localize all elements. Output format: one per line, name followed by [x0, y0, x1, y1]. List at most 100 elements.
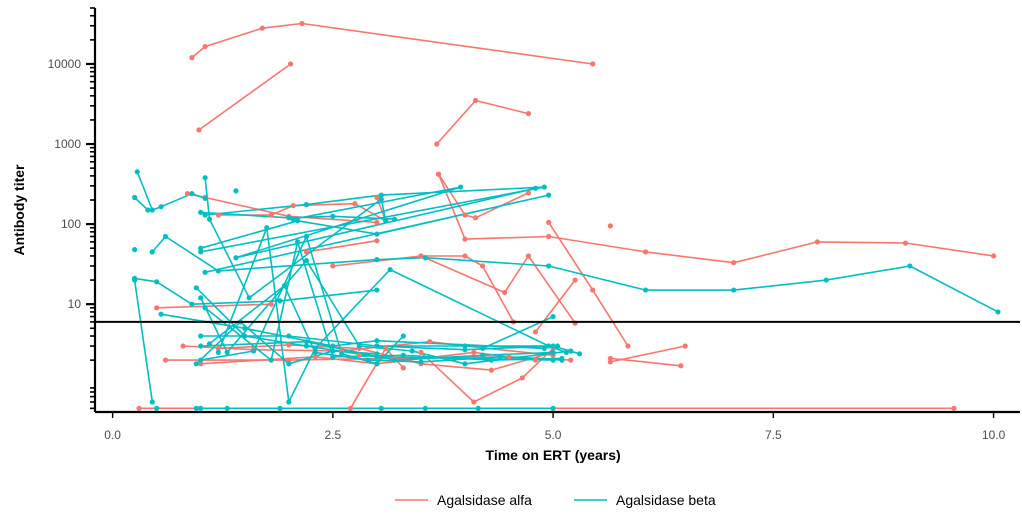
data-point-beta	[312, 349, 318, 355]
data-point-beta	[295, 239, 301, 245]
data-point-alfa	[682, 343, 688, 349]
data-point-beta	[286, 399, 292, 405]
data-point-beta	[995, 309, 1001, 315]
data-point-beta	[189, 191, 195, 197]
data-point-beta	[554, 343, 561, 349]
data-point-beta	[193, 405, 199, 411]
data-point-beta	[198, 209, 204, 215]
data-point-beta	[198, 245, 204, 251]
data-point-alfa	[462, 212, 468, 218]
series-line-alfa	[534, 279, 576, 333]
data-point-beta	[233, 188, 239, 194]
data-point-beta	[303, 233, 310, 240]
data-point-beta	[374, 257, 380, 263]
data-point-beta	[154, 279, 160, 285]
data-point-alfa	[400, 365, 406, 371]
data-point-beta	[154, 405, 160, 411]
data-point-beta	[457, 184, 464, 190]
data-point-beta	[134, 169, 140, 175]
y-tick-label: 100	[61, 217, 81, 231]
data-point-alfa	[259, 25, 265, 31]
data-point-beta	[312, 345, 318, 352]
data-point-beta	[202, 305, 208, 311]
data-point-alfa	[472, 215, 479, 221]
x-tick-label: 2.5	[325, 428, 342, 442]
data-point-beta	[158, 204, 164, 210]
data-point-beta	[264, 225, 270, 231]
data-point-alfa	[462, 236, 468, 242]
data-point-alfa	[590, 287, 596, 293]
data-point-beta	[480, 345, 486, 352]
data-point-alfa	[198, 361, 204, 367]
data-point-alfa	[299, 20, 305, 27]
series-line-beta	[133, 279, 154, 403]
data-point-beta	[246, 295, 252, 301]
data-point-beta	[202, 175, 208, 181]
data-point-beta	[224, 349, 230, 355]
data-point-alfa	[374, 194, 380, 201]
data-point-beta	[330, 348, 336, 354]
data-point-beta	[497, 354, 503, 360]
data-point-beta	[391, 216, 398, 222]
data-point-alfa	[568, 357, 574, 363]
data-point-alfa	[814, 239, 820, 245]
series-line-alfa	[198, 63, 292, 131]
series-line-alfa	[332, 255, 515, 323]
data-point-alfa	[352, 201, 358, 207]
data-point-beta	[480, 352, 486, 358]
data-point-beta	[418, 359, 424, 365]
data-point-beta	[462, 343, 468, 349]
data-point-beta	[387, 267, 393, 273]
data-point-beta	[374, 361, 380, 367]
data-point-beta	[422, 255, 428, 261]
data-point-alfa	[136, 405, 142, 411]
data-point-beta	[330, 343, 336, 349]
data-point-alfa	[286, 342, 292, 348]
data-point-alfa	[607, 355, 613, 362]
data-point-beta	[462, 347, 468, 353]
data-point-beta	[374, 287, 380, 293]
data-point-beta	[642, 287, 649, 293]
data-point-beta	[202, 269, 208, 275]
data-point-alfa	[374, 238, 380, 244]
series-line-alfa	[437, 173, 994, 264]
series-line-alfa	[420, 347, 554, 403]
data-point-beta	[378, 196, 384, 202]
data-point-alfa	[625, 343, 631, 349]
data-point-beta	[409, 348, 415, 354]
data-point-alfa	[590, 61, 596, 67]
data-point-alfa	[418, 349, 424, 355]
data-point-alfa	[902, 240, 909, 246]
x-tick-label: 0.0	[104, 428, 121, 442]
data-point-beta	[242, 333, 248, 339]
data-point-beta	[202, 195, 208, 201]
axes: 10 100 1000 10000 0.0 2.5 5.0 7.5 10.0	[48, 7, 1006, 442]
data-point-alfa	[546, 233, 552, 240]
series-line-alfa	[306, 239, 378, 253]
data-point-alfa	[471, 349, 477, 355]
data-point-beta	[158, 311, 164, 317]
data-point-alfa	[383, 345, 389, 352]
data-point-alfa	[286, 357, 292, 363]
series-line-alfa	[548, 221, 629, 347]
data-point-beta	[823, 277, 829, 283]
data-point-beta	[378, 405, 384, 411]
data-point-beta	[563, 349, 569, 355]
data-point-alfa	[303, 249, 310, 255]
data-point-alfa	[532, 329, 539, 335]
data-point-alfa	[502, 289, 508, 296]
y-tick-label: 1000	[54, 137, 81, 151]
data-point-beta	[295, 218, 301, 224]
data-point-beta	[400, 352, 406, 358]
data-point-alfa	[990, 253, 997, 259]
data-point-beta	[145, 207, 151, 213]
data-point-beta	[250, 348, 257, 354]
data-point-beta	[198, 343, 204, 349]
x-tick-label: 7.5	[765, 428, 782, 442]
data-point-alfa	[330, 263, 336, 269]
y-tick-label: 10	[68, 297, 82, 311]
data-point-beta	[303, 202, 310, 208]
data-point-beta	[462, 361, 468, 367]
data-point-beta	[374, 231, 380, 237]
data-point-beta	[268, 357, 274, 363]
